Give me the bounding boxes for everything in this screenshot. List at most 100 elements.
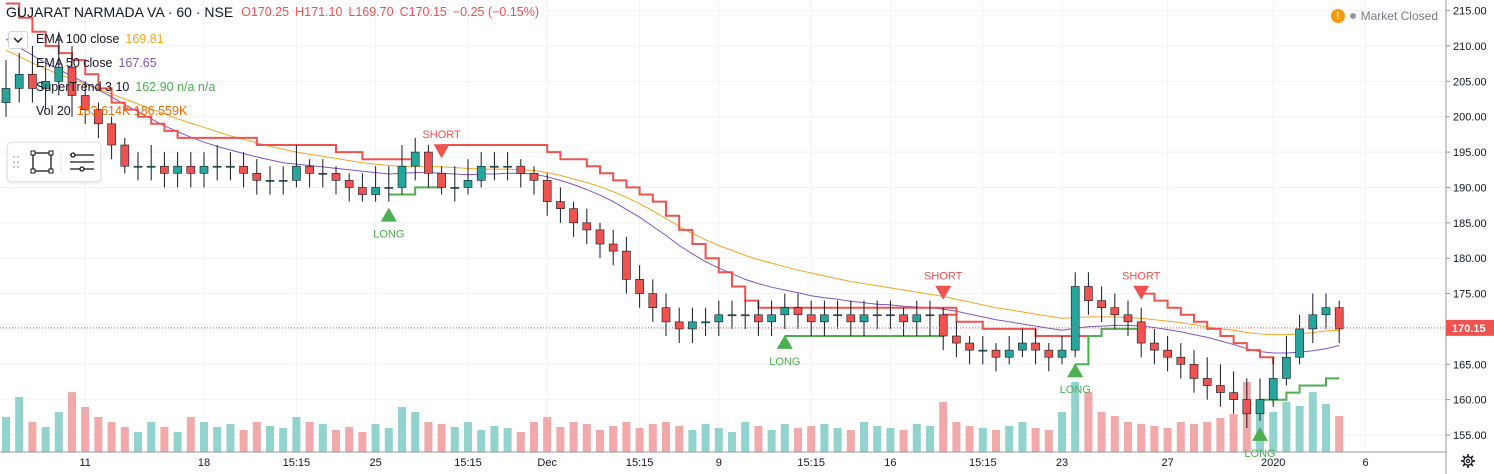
candle bbox=[424, 145, 433, 188]
price-tick-label: 210.00 bbox=[1453, 41, 1487, 53]
volume-bar bbox=[358, 432, 367, 452]
symbol-title[interactable]: GUJARAT NARMADA VA · 60 · NSE bbox=[6, 4, 234, 20]
indicator-ema50[interactable]: EMA 50 close 167.65 bbox=[36, 56, 157, 70]
volume-bar bbox=[820, 424, 829, 452]
low-value: L169.70 bbox=[348, 5, 394, 19]
supertrend-up-line bbox=[1075, 327, 1142, 366]
volume-bar bbox=[213, 427, 222, 452]
candle-body bbox=[94, 109, 103, 125]
volume-bar bbox=[1110, 416, 1119, 452]
candle-body bbox=[608, 243, 618, 252]
candle bbox=[331, 166, 341, 195]
supertrend-up-line bbox=[784, 328, 945, 337]
candle bbox=[1031, 328, 1040, 365]
collapse-button[interactable] bbox=[8, 31, 28, 49]
candle bbox=[1308, 293, 1318, 344]
volume-bar bbox=[239, 430, 248, 452]
high-value: H171.10 bbox=[295, 5, 343, 19]
horizontal-lines-icon[interactable] bbox=[70, 152, 94, 172]
chevron-down-icon bbox=[13, 37, 23, 43]
volume-bar bbox=[54, 412, 63, 452]
time-tick-label: Dec bbox=[537, 457, 557, 469]
candle bbox=[516, 159, 526, 188]
candle-body bbox=[1018, 342, 1027, 351]
price-tick-label: 215.00 bbox=[1453, 6, 1487, 18]
price-tick-label: 190.00 bbox=[1453, 182, 1487, 194]
candle-body bbox=[1004, 349, 1014, 358]
candle bbox=[1097, 286, 1106, 322]
candle-body bbox=[1123, 314, 1133, 323]
candle bbox=[754, 300, 763, 336]
candle bbox=[846, 300, 856, 336]
candle-body bbox=[212, 165, 222, 168]
indicator-value: 162.90 n/a n/a bbox=[135, 80, 216, 94]
candle bbox=[292, 145, 301, 188]
candle-body bbox=[872, 314, 882, 317]
candle-body bbox=[780, 307, 790, 316]
volume-bar bbox=[530, 422, 538, 452]
time-tick-label: 27 bbox=[1161, 457, 1173, 469]
candle-body bbox=[740, 314, 750, 317]
indicator-supertrend[interactable]: SuperTrend 3 10 162.90 n/a n/a bbox=[36, 80, 215, 94]
candle-body bbox=[991, 349, 1001, 358]
volume-bar bbox=[2, 417, 10, 452]
candle-body bbox=[859, 314, 869, 323]
rectangle-icon[interactable] bbox=[30, 150, 54, 174]
market-status[interactable]: ! Market Closed bbox=[1330, 9, 1438, 23]
volume-bar bbox=[714, 428, 723, 452]
volume-bar bbox=[1137, 424, 1146, 452]
indicator-volume[interactable]: Vol 20 183.614K 186.559K bbox=[36, 104, 187, 118]
candle bbox=[450, 166, 460, 202]
long-label: LONG bbox=[1244, 448, 1275, 460]
indicator-ema100[interactable]: EMA 100 close 169.81 bbox=[36, 32, 164, 46]
gear-icon[interactable] bbox=[1460, 453, 1476, 469]
candle bbox=[1334, 300, 1344, 344]
candle-body bbox=[886, 314, 895, 317]
candle bbox=[991, 343, 1001, 372]
price-tick-label: 185.00 bbox=[1453, 218, 1487, 230]
candle bbox=[542, 173, 552, 216]
candle-body bbox=[450, 187, 460, 189]
status-dot bbox=[1349, 13, 1356, 19]
long-arrow bbox=[776, 334, 793, 349]
candle bbox=[490, 152, 499, 181]
candle-body bbox=[305, 165, 314, 174]
price-tick-label: 205.00 bbox=[1453, 76, 1487, 88]
candle-body bbox=[1308, 314, 1318, 330]
candle bbox=[952, 321, 961, 358]
volume-bar bbox=[992, 430, 1000, 452]
volume-bar bbox=[741, 422, 750, 452]
candle-body bbox=[846, 314, 856, 323]
candle bbox=[1084, 272, 1093, 315]
candle bbox=[622, 236, 631, 294]
candle bbox=[1, 60, 11, 117]
candle bbox=[740, 300, 750, 329]
volume-bar bbox=[226, 424, 235, 452]
volume-bar bbox=[1058, 412, 1066, 452]
volume-bar bbox=[1322, 404, 1330, 452]
candle-body bbox=[54, 66, 64, 82]
candle-body bbox=[160, 165, 169, 174]
candle-body bbox=[358, 187, 367, 195]
volume-bar bbox=[503, 428, 512, 452]
volume-bar bbox=[648, 424, 657, 452]
volume-bar bbox=[332, 430, 340, 452]
candle bbox=[1004, 335, 1014, 365]
candle-body bbox=[371, 187, 380, 195]
candle-body bbox=[278, 180, 288, 182]
candle-body bbox=[410, 151, 420, 167]
candle-body bbox=[437, 173, 446, 188]
candle bbox=[582, 208, 592, 245]
candle bbox=[1110, 293, 1120, 329]
time-tick-label: 25 bbox=[369, 457, 381, 469]
candle bbox=[1057, 335, 1067, 365]
candle bbox=[1282, 335, 1291, 386]
candle-body bbox=[727, 314, 737, 317]
price-tick-label: 180.00 bbox=[1453, 253, 1487, 265]
time-tick-label: 6 bbox=[1363, 457, 1369, 469]
candle-body bbox=[1031, 342, 1040, 351]
candle-body bbox=[714, 314, 724, 323]
candle-body bbox=[912, 314, 922, 323]
drag-handle-icon[interactable] bbox=[13, 156, 19, 168]
